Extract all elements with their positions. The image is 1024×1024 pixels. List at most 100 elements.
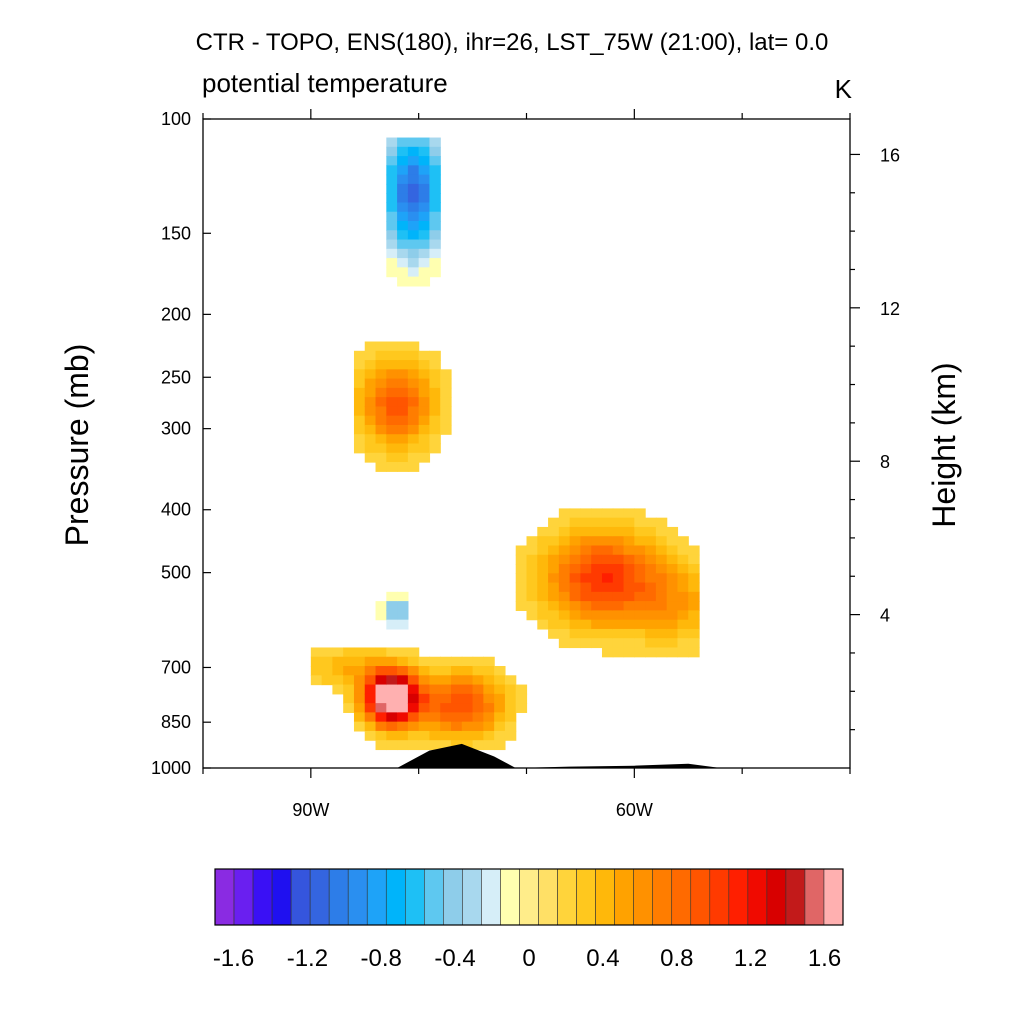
- field-cell: [504, 684, 517, 695]
- field-cell: [407, 452, 420, 463]
- field-cell: [397, 666, 409, 676]
- field-cell: [397, 730, 409, 741]
- field-cell: [515, 601, 528, 611]
- field-cell: [429, 202, 441, 213]
- field-cell: [612, 628, 625, 639]
- field-cell: [429, 369, 441, 380]
- field-cell: [343, 703, 355, 713]
- field-cell: [321, 647, 333, 658]
- field-cell: [645, 554, 657, 565]
- field-cell: [386, 740, 398, 751]
- field-cell: [558, 619, 571, 630]
- field-cell: [494, 666, 506, 676]
- field-cell: [569, 582, 582, 593]
- field-cell: [666, 647, 679, 658]
- field-cell: [655, 647, 668, 658]
- field-cell: [580, 536, 592, 547]
- field-cell: [418, 740, 431, 751]
- field-cell: [397, 387, 409, 398]
- field-cell: [407, 211, 420, 222]
- field-cell: [386, 258, 398, 268]
- field-cell: [526, 536, 538, 547]
- field-cell: [407, 415, 420, 426]
- colorbar-swatch: [271, 868, 292, 926]
- field-cell: [397, 183, 409, 194]
- field-cell: [397, 146, 409, 157]
- field-cell: [569, 554, 582, 565]
- field-cell: [353, 434, 366, 445]
- field-cell: [375, 675, 387, 686]
- field-cell: [397, 137, 409, 148]
- field-cell: [634, 582, 646, 593]
- field-cell: [386, 693, 398, 704]
- field-cell: [386, 183, 398, 194]
- field-cell: [537, 610, 549, 621]
- y-tick-label: 500: [161, 563, 191, 583]
- colorbar-swatch: [252, 868, 273, 926]
- field-cell: [386, 619, 398, 630]
- field-cell: [407, 239, 420, 250]
- field-cell: [418, 156, 431, 166]
- colorbar-tick-label: 0.4: [586, 945, 619, 972]
- field-cell: [397, 239, 409, 250]
- field-cell: [375, 721, 387, 732]
- field-cell: [537, 591, 549, 602]
- field-cell: [688, 628, 700, 639]
- colorbar-swatch: [519, 868, 539, 926]
- field-cell: [407, 193, 420, 204]
- field-cell: [353, 666, 366, 676]
- field-cell: [558, 545, 571, 556]
- field-cell: [440, 712, 452, 723]
- field-cell: [332, 647, 344, 658]
- field-cell: [364, 397, 377, 408]
- field-cell: [386, 666, 398, 676]
- field-cell: [429, 424, 441, 435]
- field-cell: [418, 387, 431, 398]
- field-cell: [548, 545, 560, 556]
- field-cell: [623, 582, 635, 593]
- field-cell: [548, 591, 560, 602]
- field-cell: [418, 443, 431, 454]
- field-cell: [386, 703, 398, 713]
- field-cell: [429, 712, 441, 723]
- colorbar-frame: [214, 868, 844, 926]
- axis-ticks: 100 150 200 250 300 400 500 700 850 1000 4 8 12 16 90W…: [151, 109, 900, 820]
- field-cell: [591, 526, 603, 537]
- colorbar-swatch: [690, 868, 711, 926]
- field-cell: [580, 564, 592, 574]
- terrain-profile: [397, 743, 721, 768]
- field-cell: [418, 165, 431, 176]
- field-cell: [386, 675, 398, 686]
- field-cell: [429, 258, 441, 268]
- field-cell: [634, 573, 646, 584]
- field-cell: [666, 638, 679, 649]
- colorbar-swatch: [595, 868, 615, 926]
- plot-frame: [202, 118, 851, 769]
- field-cell: [375, 434, 387, 445]
- colorbar-swatch: [728, 868, 749, 926]
- field-cell: [601, 517, 614, 528]
- field-cell: [601, 591, 614, 602]
- field-cell: [386, 712, 398, 723]
- field-cell: [429, 675, 441, 686]
- field-cell: [451, 675, 463, 686]
- field-cell: [601, 628, 614, 639]
- field-cell: [364, 656, 377, 667]
- field-cell: [677, 610, 689, 621]
- field-cell: [418, 378, 431, 389]
- field-cell: [386, 424, 398, 435]
- field-cell: [343, 675, 355, 686]
- field-cell: [569, 508, 582, 519]
- y-tick-label: 150: [161, 223, 191, 243]
- field-cell: [386, 387, 398, 398]
- field-cell: [677, 638, 689, 649]
- field-cell: [601, 536, 614, 547]
- field-cell: [418, 656, 431, 667]
- field-cell: [418, 211, 431, 222]
- colorbar-swatch: [309, 868, 330, 926]
- field-cell: [386, 721, 398, 732]
- field-cell: [418, 452, 431, 463]
- colorbar-swatch: [347, 868, 368, 926]
- field-cell: [526, 573, 538, 584]
- field-cell: [397, 443, 409, 454]
